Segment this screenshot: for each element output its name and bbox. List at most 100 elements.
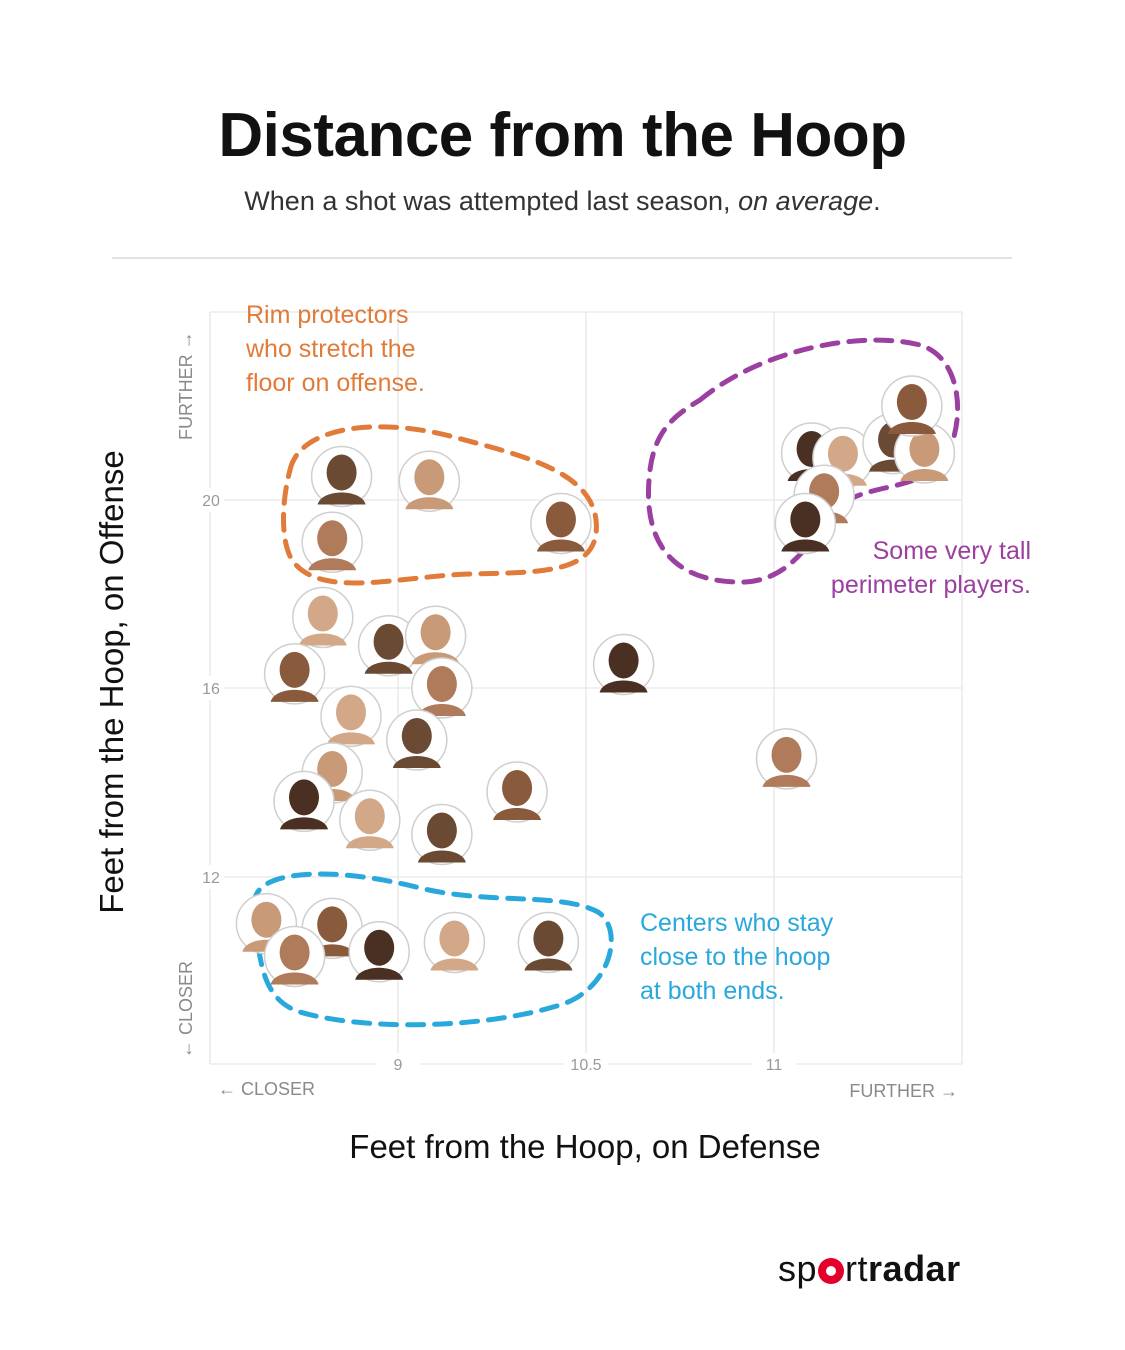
x-tick-bg [752,1053,796,1075]
player-marker [411,803,473,866]
title-divider [112,257,1012,259]
player-face [307,595,338,632]
y-tick-label: 12 [202,870,220,887]
player-marker [357,614,420,677]
player-shoulders [392,755,441,768]
player-marker [592,633,655,696]
player-marker [486,761,548,823]
subtitle-emphasis: on average [738,186,874,216]
player-marker [263,925,326,988]
player-face [251,901,282,938]
player-face [364,929,395,966]
logo-text-a: sp [778,1248,818,1289]
player-shoulders [900,469,949,481]
player-face [317,520,348,557]
player-face [373,623,404,660]
y-tick-bg [198,676,224,700]
logo-text-c: radar [868,1248,961,1289]
player-face [426,812,457,849]
chart-title: Distance from the Hoop [218,101,907,170]
annotation-purple-line: Some very tall [873,537,1031,565]
player-shoulders [405,497,454,510]
player-marker [423,911,486,974]
player-face [608,642,639,679]
x-direction-high: FURTHER → [849,1081,958,1101]
x-direction-low: ← CLOSER [218,1079,315,1099]
player-marker [774,492,837,555]
x-tick-label: 9 [394,1057,403,1074]
player-marker [339,789,401,852]
player-shoulders [417,850,466,863]
player-marker [398,450,461,512]
player-shoulders [364,661,413,674]
annotation-orange-line: Rim protectors [246,301,409,329]
player-shoulders [270,689,319,702]
player-face [896,384,927,420]
player-shoulders [493,807,542,820]
player-face [317,751,348,788]
player-face [533,920,564,957]
player-face [909,431,940,467]
y-tick-label: 16 [202,681,220,698]
player-face [354,798,385,835]
sportradar-logo: sp rtradar [778,1248,961,1290]
y-axis-title: Feet from the Hoop, on Offense [93,450,130,914]
y-direction-low: ← CLOSER [176,961,196,1058]
player-shoulders [430,958,479,971]
player-face [827,435,858,472]
player-marker [301,511,363,574]
y-direction-high: FURTHER → [176,331,196,440]
annotation-orange-line: floor on offense. [246,369,425,397]
annotation-blue-line: close to the hoop [640,943,830,971]
player-face [414,459,445,496]
player-face [317,906,348,943]
player-shoulders [308,558,357,571]
player-shoulders [524,958,573,971]
player-face [545,501,576,538]
player-marker [755,728,818,790]
x-tick-label: 11 [766,1057,783,1074]
x-axis-title: Feet from the Hoop, on Defense [349,1128,821,1165]
y-tick-bg [198,865,224,889]
player-face [326,454,357,491]
annotation-blue-line: at both ends. [640,977,785,1005]
player-face [289,779,319,816]
player-shoulders [327,732,375,745]
player-shoulders [317,492,366,505]
player-face [279,934,310,971]
player-marker [404,605,467,668]
player-shoulders [887,422,936,434]
player-shoulders [298,633,347,646]
x-tick-bg [376,1053,420,1075]
player-face [279,651,310,688]
player-marker [273,770,335,833]
y-tick-label: 20 [202,493,220,510]
player-shoulders [536,539,585,552]
subtitle-text: When a shot was attempted last season, [244,186,739,216]
logo-mark-icon [818,1258,845,1284]
player-shoulders [762,774,811,787]
player-marker [348,921,410,983]
player-shoulders [599,680,648,693]
player-face [401,717,432,754]
player-marker [310,445,373,508]
player-face [790,501,821,538]
player-face [771,736,802,773]
group-outline-orange [281,424,599,586]
group-outline-blue [252,871,614,1028]
x-tick-bg [564,1053,608,1075]
y-tick-bg [198,488,224,512]
player-face [439,920,470,957]
annotation-orange-line: who stretch the [245,335,416,363]
player-shoulders [280,817,328,830]
player-marker [320,685,382,748]
annotation-blue-line: Centers who stay [640,909,834,937]
player-marker [530,492,592,555]
player-marker [263,643,326,705]
x-tick-label: 10.5 [570,1057,601,1074]
player-shoulders [781,539,830,552]
player-marker [881,375,943,437]
player-marker [411,657,473,719]
player-marker [292,586,354,649]
